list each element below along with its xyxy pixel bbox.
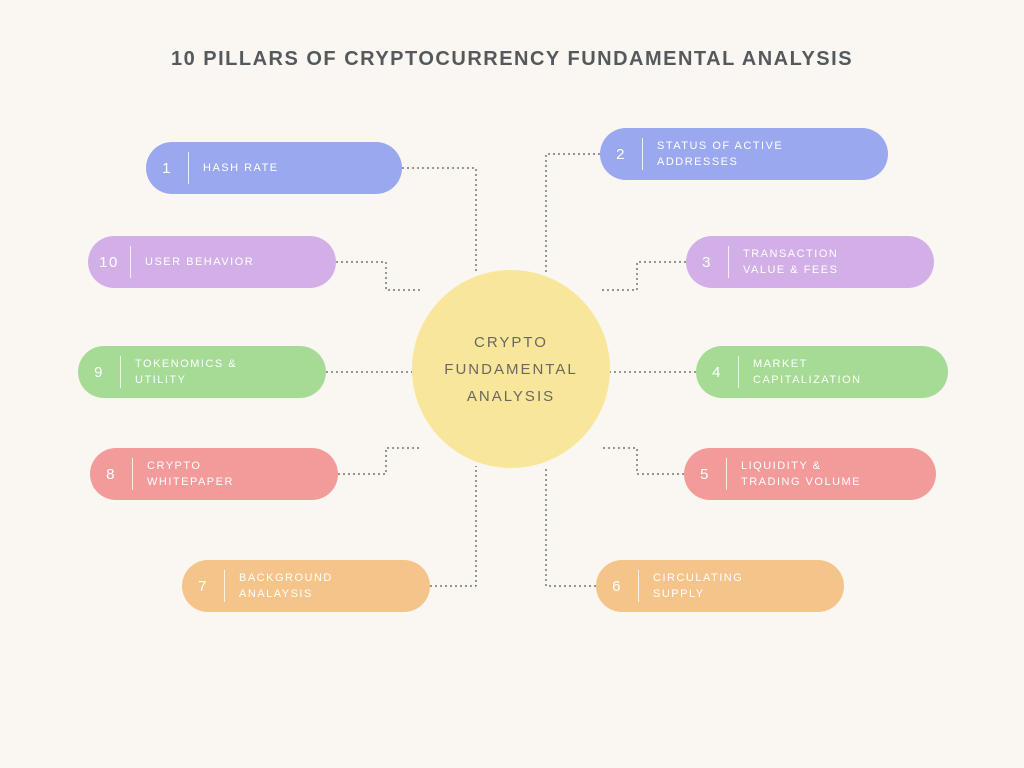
pillar-label: STATUS OF ACTIVE ADDRESSES	[643, 138, 783, 171]
pillar-number: 10	[88, 254, 130, 271]
center-circle: CRYPTO FUNDAMENTAL ANALYSIS	[412, 270, 610, 468]
pillar-number: 8	[90, 466, 132, 483]
pillar-8: 8CRYPTO WHITEPAPER	[90, 448, 338, 500]
pillar-number: 2	[600, 146, 642, 163]
pillar-6: 6CIRCULATING SUPPLY	[596, 560, 844, 612]
pillar-label: TOKENOMICS & UTILITY	[121, 356, 237, 389]
pillar-2: 2STATUS OF ACTIVE ADDRESSES	[600, 128, 888, 180]
pillar-4: 4MARKET CAPITALIZATION	[696, 346, 948, 398]
pillar-number: 9	[78, 364, 120, 381]
pillar-5: 5LIQUIDITY & TRADING VOLUME	[684, 448, 936, 500]
pillar-number: 1	[146, 160, 188, 177]
pillar-9: 9TOKENOMICS & UTILITY	[78, 346, 326, 398]
pillar-label: MARKET CAPITALIZATION	[739, 356, 862, 389]
pillar-label: TRANSACTION VALUE & FEES	[729, 246, 838, 279]
pillar-number: 6	[596, 578, 638, 595]
pillar-label: CIRCULATING SUPPLY	[639, 570, 743, 603]
pillar-7: 7BACKGROUND ANALAYSIS	[182, 560, 430, 612]
pillar-1: 1HASH RATE	[146, 142, 402, 194]
pillar-number: 3	[686, 254, 728, 271]
pillar-label: LIQUIDITY & TRADING VOLUME	[727, 458, 861, 491]
pillar-label: CRYPTO WHITEPAPER	[133, 458, 234, 491]
pillar-10: 10USER BEHAVIOR	[88, 236, 336, 288]
page-title: 10 PILLARS OF CRYPTOCURRENCY FUNDAMENTAL…	[0, 48, 1024, 71]
pillar-number: 5	[684, 466, 726, 483]
pillar-label: HASH RATE	[189, 160, 279, 177]
pillar-number: 4	[696, 364, 738, 381]
pillar-number: 7	[182, 578, 224, 595]
pillar-label: BACKGROUND ANALAYSIS	[225, 570, 333, 603]
pillar-3: 3TRANSACTION VALUE & FEES	[686, 236, 934, 288]
center-circle-label: CRYPTO FUNDAMENTAL ANALYSIS	[444, 329, 577, 410]
pillar-label: USER BEHAVIOR	[131, 254, 254, 271]
